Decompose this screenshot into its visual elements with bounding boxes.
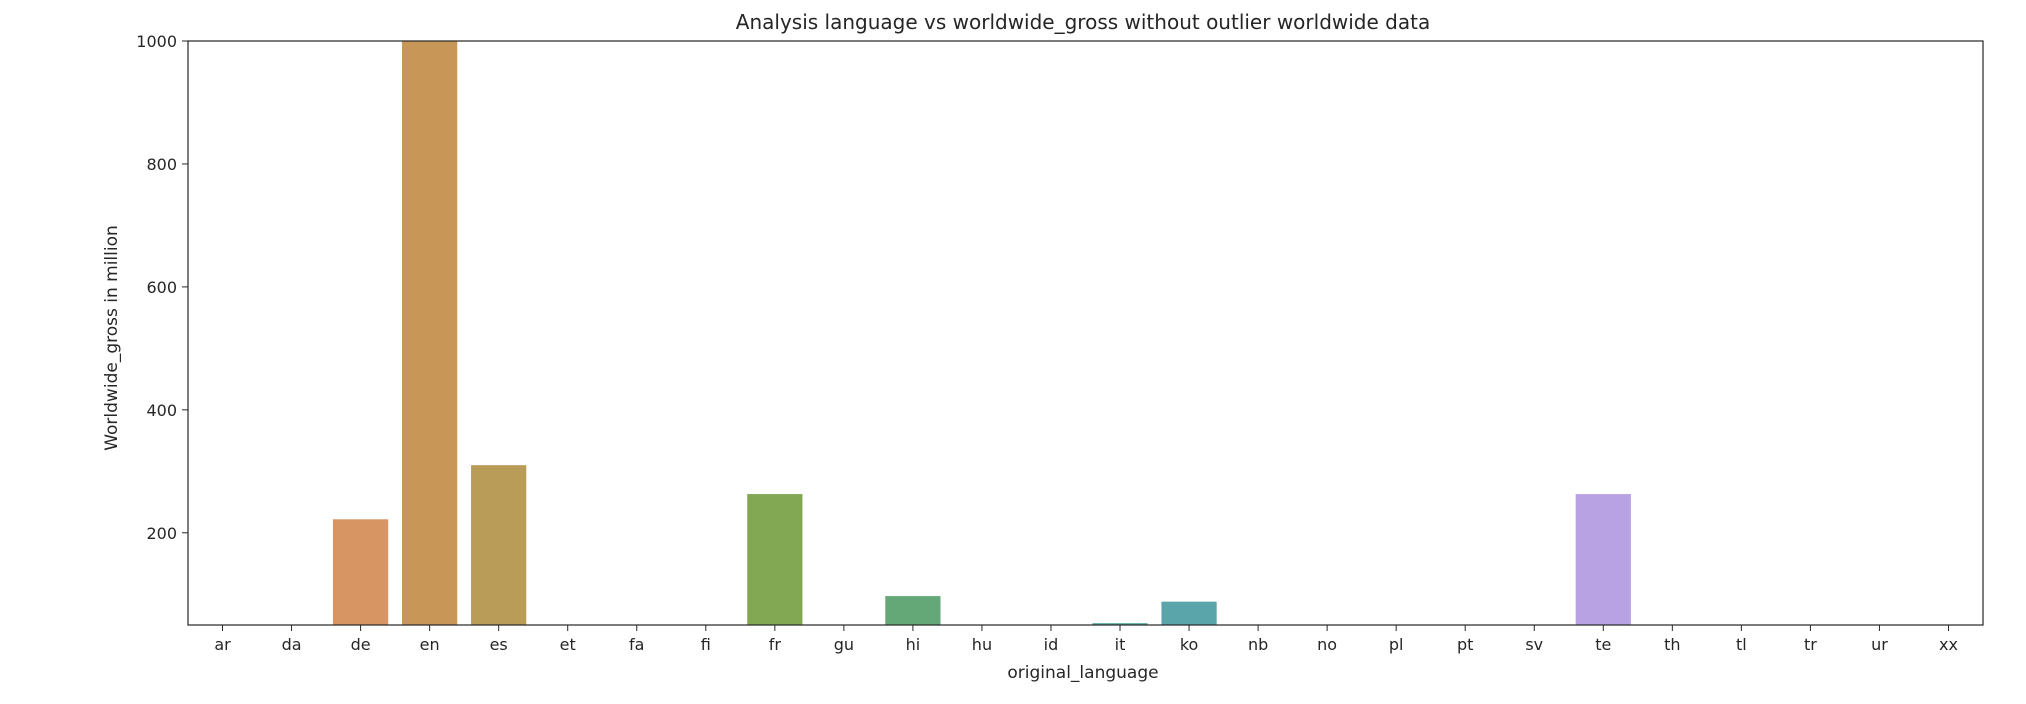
bar-te bbox=[1575, 494, 1631, 625]
bars-group bbox=[332, 41, 1631, 625]
x-tick-label: th bbox=[1664, 635, 1680, 654]
bar-de bbox=[332, 519, 389, 625]
y-axis-label: Worldwide_gross in million bbox=[102, 225, 122, 451]
x-tick-label: sv bbox=[1525, 635, 1543, 654]
x-tick-label: pt bbox=[1457, 635, 1473, 654]
x-tick-label: da bbox=[282, 635, 302, 654]
bar-hi bbox=[885, 596, 941, 625]
x-tick-label: xx bbox=[1939, 635, 1958, 654]
x-tick-label: fi bbox=[701, 635, 711, 654]
x-tick-label: fa bbox=[629, 635, 644, 654]
x-tick-label: pl bbox=[1389, 635, 1404, 654]
x-tick-label: ar bbox=[214, 635, 231, 654]
bar-ko bbox=[1161, 601, 1217, 625]
x-tick-label: tr bbox=[1804, 635, 1817, 654]
chart-title: Analysis language vs worldwide_gross wit… bbox=[736, 10, 1430, 34]
x-tick-label: hu bbox=[972, 635, 992, 654]
x-tick-label: gu bbox=[834, 635, 854, 654]
x-tick-label: ur bbox=[1871, 635, 1888, 654]
bar-es bbox=[471, 465, 527, 625]
y-tick-label: 200 bbox=[146, 524, 177, 543]
bar-it bbox=[1092, 623, 1148, 625]
x-tick-label: no bbox=[1317, 635, 1337, 654]
y-tick-label: 1000 bbox=[136, 32, 177, 51]
plot-frame bbox=[187, 40, 1984, 626]
x-tick-label: nb bbox=[1248, 635, 1268, 654]
x-tick-label: fr bbox=[769, 635, 782, 654]
x-tick-label: id bbox=[1044, 635, 1059, 654]
x-tick-label: tl bbox=[1736, 635, 1747, 654]
x-axis-ticks: ar da de en es et fa fi fr gu hi hu id it ko nb no pl pt sv… bbox=[214, 625, 1958, 654]
y-tick-label: 600 bbox=[146, 278, 177, 297]
bar-en bbox=[402, 41, 458, 625]
y-axis-ticks: 200 400 600 800 1000 bbox=[136, 32, 188, 543]
x-tick-label: it bbox=[1115, 635, 1126, 654]
x-tick-label: es bbox=[490, 635, 508, 654]
x-tick-label: hi bbox=[906, 635, 921, 654]
x-tick-label: en bbox=[420, 635, 440, 654]
x-tick-label: et bbox=[560, 635, 576, 654]
x-tick-label: te bbox=[1595, 635, 1611, 654]
y-tick-label: 800 bbox=[146, 155, 177, 174]
bar-fr bbox=[747, 494, 803, 625]
y-tick-label: 400 bbox=[146, 401, 177, 420]
x-axis-label: original_language bbox=[1007, 663, 1158, 683]
x-tick-label: de bbox=[351, 635, 371, 654]
x-tick-label: ko bbox=[1180, 635, 1198, 654]
